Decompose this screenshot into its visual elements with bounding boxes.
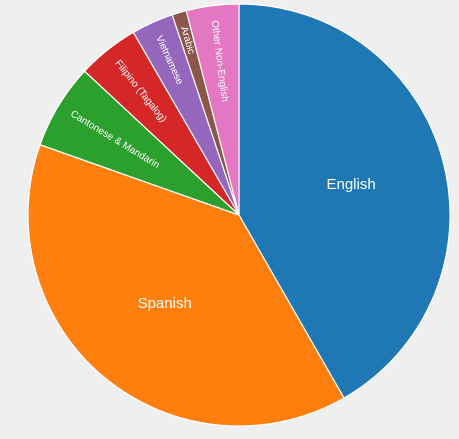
slice-label-english: English [326, 176, 375, 193]
pie-slice-other-non-english [185, 3, 240, 216]
pie-slice-english [238, 3, 451, 399]
slice-label-spanish: Spanish [138, 295, 192, 312]
slices-layer [27, 3, 451, 427]
pie-slice-spanish [27, 143, 345, 427]
